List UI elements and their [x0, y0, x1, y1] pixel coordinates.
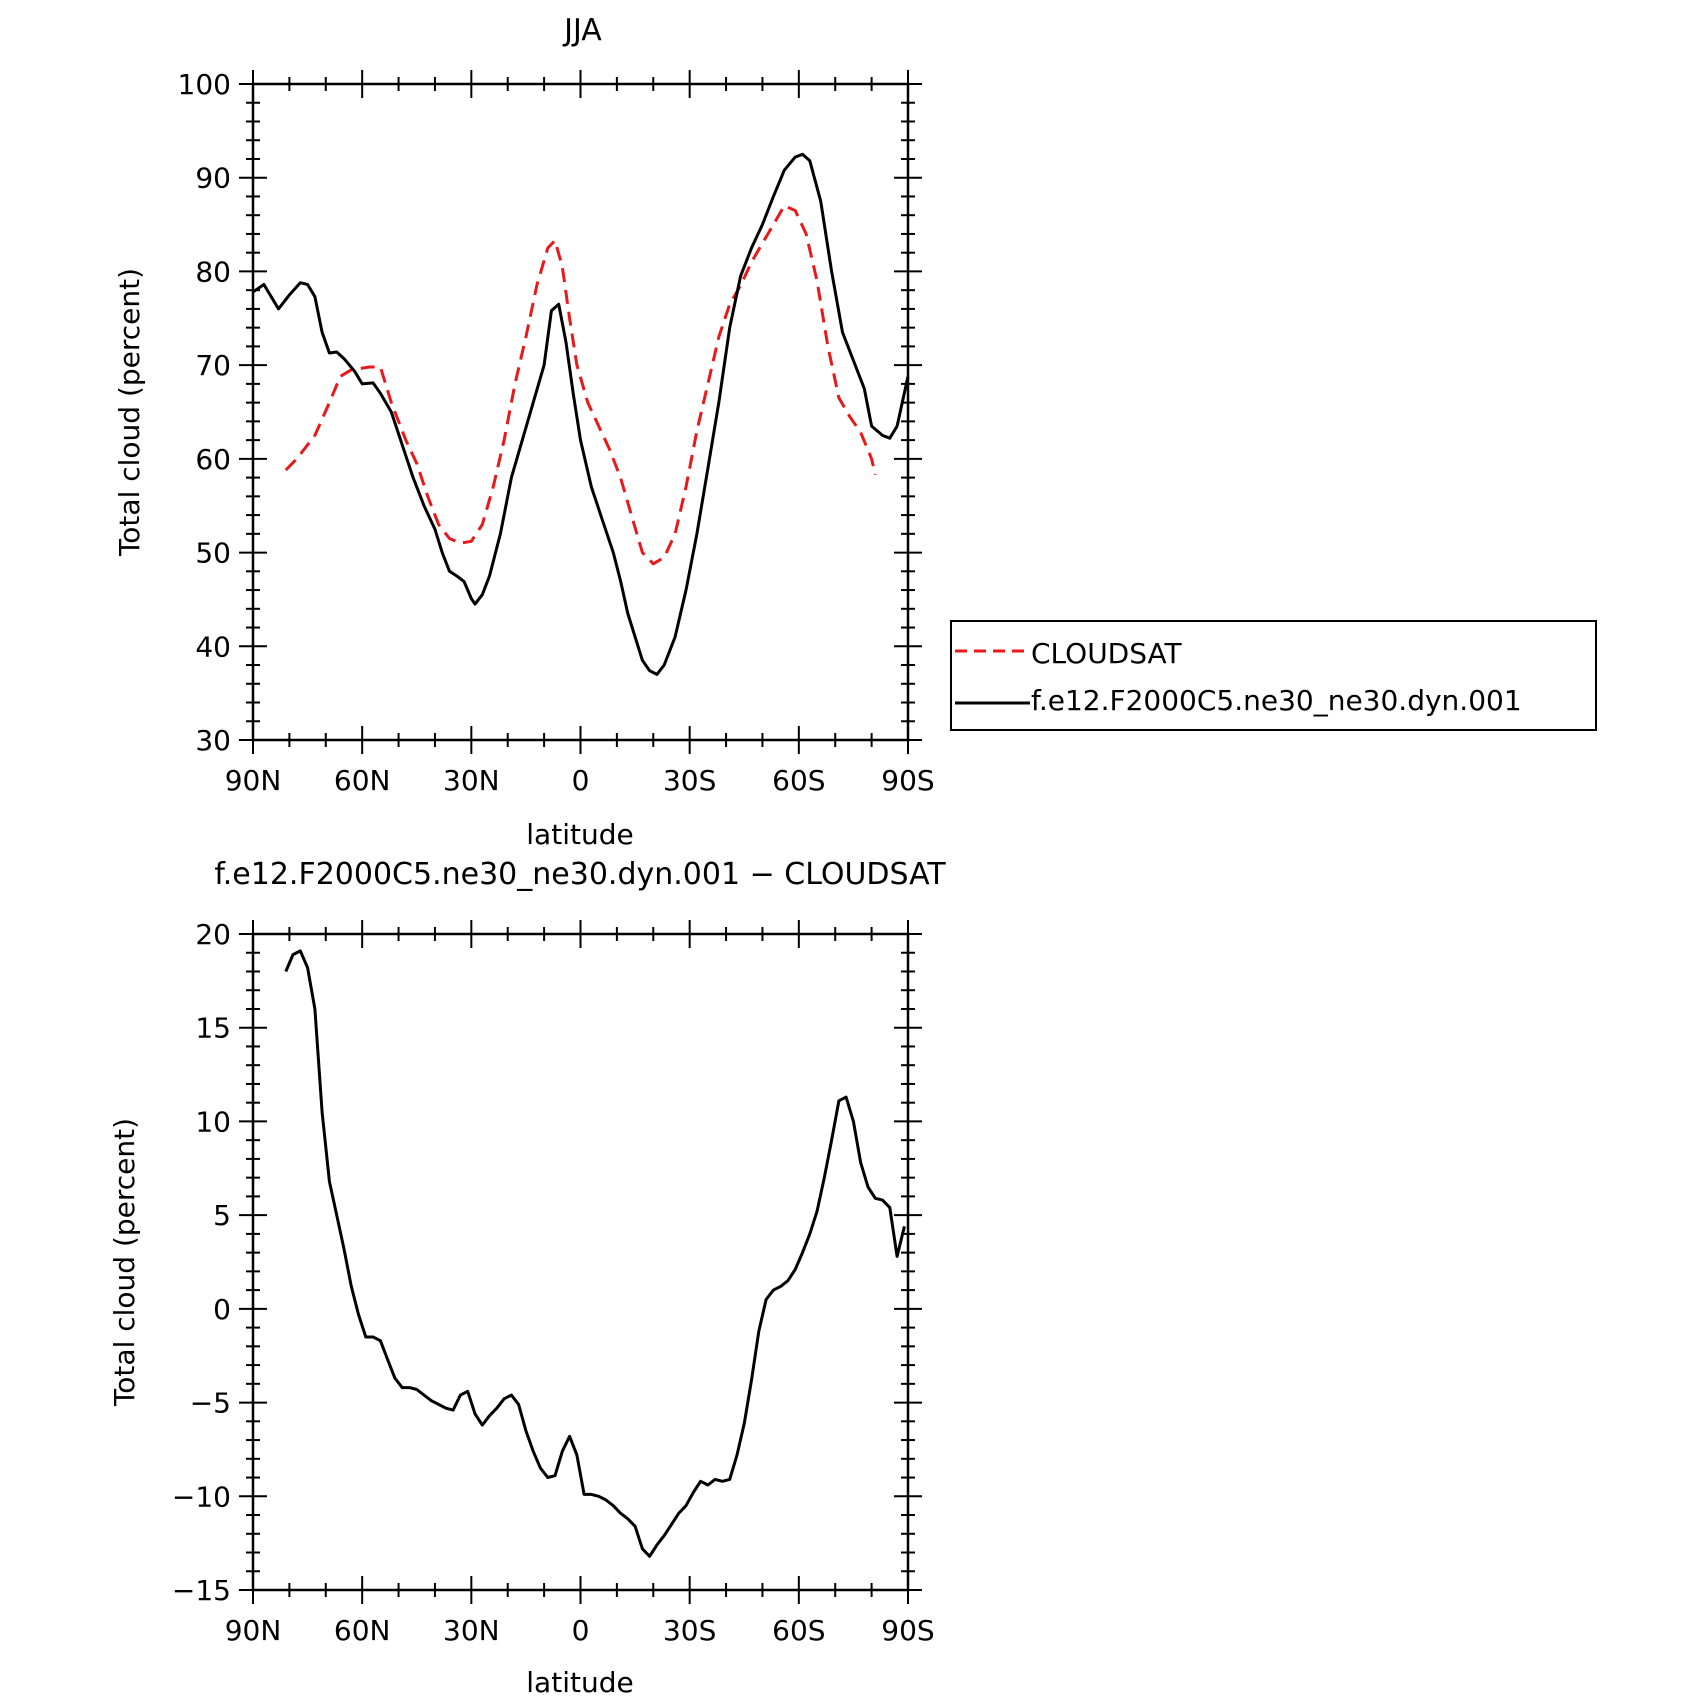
series-group-top — [252, 152, 910, 676]
series-line-top-0 — [284, 204, 877, 566]
legend-box — [950, 620, 1597, 731]
x-axis-bottom: 90N 60N 30N 0 30S 60S 90S — [225, 920, 935, 1647]
y-tick-label: 40 — [195, 630, 231, 663]
y-tick-label: −10 — [172, 1480, 231, 1513]
x-tick-label: 30S — [663, 764, 716, 797]
x-tick-label: 30N — [443, 1614, 500, 1647]
x-axis-label-top: latitude — [526, 818, 633, 851]
y-tick-label: 80 — [195, 255, 231, 288]
chart-title-top: JJA — [562, 13, 602, 48]
y-axis-label-bottom: Total cloud (percent) — [108, 1118, 141, 1407]
x-tick-label: 0 — [572, 1614, 590, 1647]
x-tick-label: 60S — [772, 764, 825, 797]
x-tick-label: 30S — [663, 1614, 716, 1647]
legend-label-model: f.e12.F2000C5.ne30_ne30.dyn.001 — [1031, 684, 1522, 717]
x-tick-label: 90S — [881, 1614, 934, 1647]
y-tick-label: 60 — [195, 443, 231, 476]
y-tick-label: 0 — [213, 1293, 231, 1326]
x-tick-label: 90N — [225, 1614, 282, 1647]
x-axis-top: 90N 60N 30N 0 30S 60S 90S — [225, 70, 935, 797]
y-tick-label: 30 — [195, 724, 231, 757]
y-tick-label: 50 — [195, 537, 231, 570]
y-tick-label: 20 — [195, 918, 231, 951]
series-line-top-1 — [252, 152, 910, 676]
x-tick-label: 60N — [334, 764, 391, 797]
series-line-bottom-0 — [284, 949, 906, 1558]
x-tick-label: 30N — [443, 764, 500, 797]
y-tick-label: 90 — [195, 162, 231, 195]
y-axis-bottom: −15 −10 −5 0 5 10 15 20 — [172, 918, 922, 1607]
y-tick-label: 100 — [178, 68, 231, 101]
x-tick-label: 0 — [572, 764, 590, 797]
y-tick-label: −15 — [172, 1574, 231, 1607]
panel-bottom-chart: f.e12.F2000C5.ne30_ne30.dyn.001 − CLOUDS… — [108, 857, 946, 1697]
y-axis-top: 30 40 50 60 70 80 90 100 — [178, 68, 922, 757]
y-tick-label: 5 — [213, 1199, 231, 1232]
y-tick-label: 70 — [195, 349, 231, 382]
legend-label-cloudsat: CLOUDSAT — [1031, 637, 1183, 670]
y-tick-label: 10 — [195, 1105, 231, 1138]
y-tick-label: −5 — [190, 1387, 231, 1420]
x-tick-label: 60N — [334, 1614, 391, 1647]
x-tick-label: 90S — [881, 764, 934, 797]
y-axis-label-top: Total cloud (percent) — [113, 268, 146, 557]
x-tick-label: 60S — [772, 1614, 825, 1647]
x-axis-label-bottom: latitude — [526, 1666, 633, 1697]
y-tick-label: 15 — [195, 1012, 231, 1045]
x-tick-label: 90N — [225, 764, 282, 797]
series-group-bottom — [284, 949, 906, 1558]
chart-title-bottom: f.e12.F2000C5.ne30_ne30.dyn.001 − CLOUDS… — [214, 857, 946, 892]
legend: CLOUDSAT f.e12.F2000C5.ne30_ne30.dyn.001 — [950, 620, 1597, 731]
